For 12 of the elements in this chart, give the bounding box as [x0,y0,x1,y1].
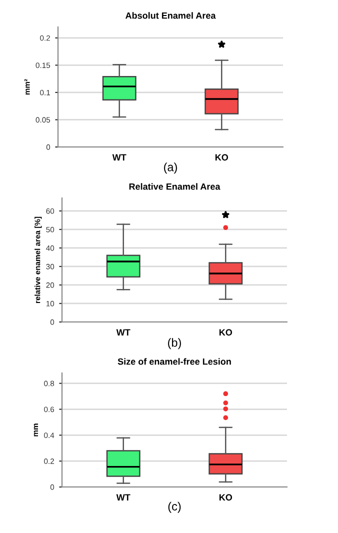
x-tick-label: KO [219,329,232,336]
x-tick-label: KO [219,494,232,501]
text: (a) [164,162,177,174]
text: (c) [168,502,181,513]
chart-title: Size of enamel-free Lesion [118,358,231,365]
x-tick-label: WT [116,494,130,500]
text: (b) [168,338,181,350]
chart-title: Absolut Enamel Area [125,12,216,19]
chart-title: Relative Enamel Area [129,183,220,190]
x-tick-label: WT [116,329,130,336]
x-tick-label: KO [215,154,228,161]
x-tick-label: WT [112,154,126,160]
